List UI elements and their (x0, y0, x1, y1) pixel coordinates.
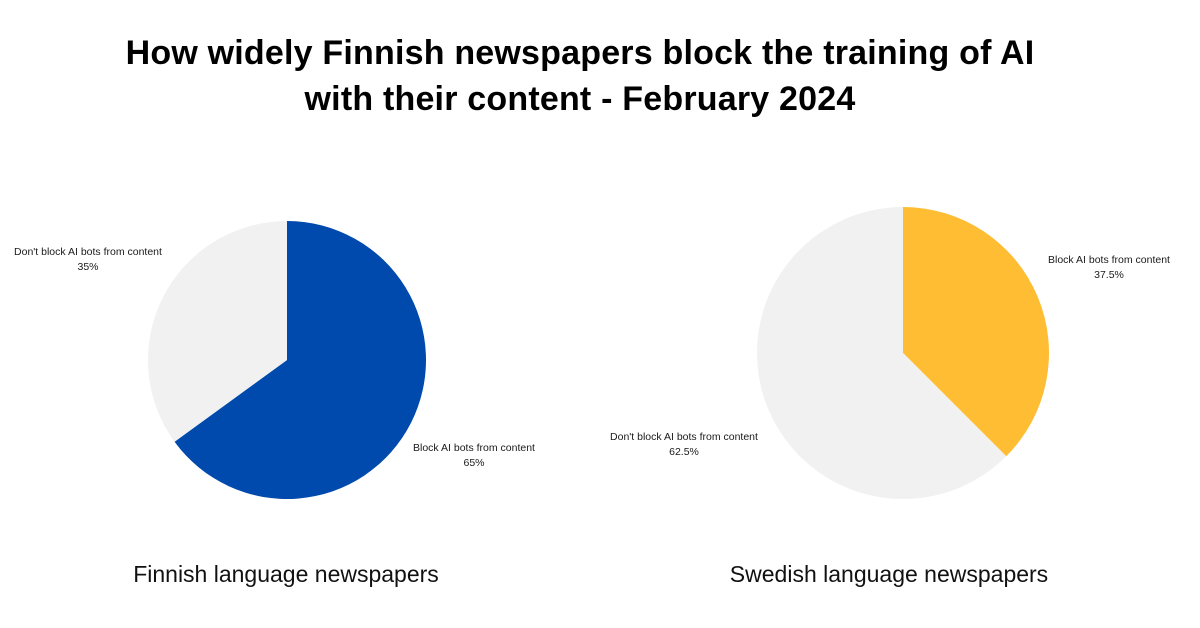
slice-label-dont-block: Don't block AI bots from content (610, 431, 758, 443)
pie-chart-2: Block AI bots from content 37.5% Don't blo… (610, 206, 1170, 587)
chart-caption: Finnish language newspapers (133, 561, 439, 587)
chart-caption: Swedish language newspapers (730, 561, 1048, 587)
chart-title: How widely Finnish newspapers block the … (0, 30, 1160, 122)
slice-label-block: Block AI bots from content (1048, 254, 1170, 266)
slice-value-block: 37.5% (1094, 269, 1124, 281)
chart-title-line-2: with their content - February 2024 (304, 80, 856, 118)
slice-label-block: Block AI bots from content (413, 442, 535, 454)
pie-slice-dont-block (148, 221, 287, 442)
pie-slice-dont-block (757, 207, 1007, 499)
slice-value-dont-block: 62.5% (669, 446, 699, 458)
pie-slice-block (174, 221, 427, 499)
pie-slice-block (903, 206, 1050, 457)
slice-value-block: 65% (463, 457, 484, 469)
pie-chart-1: Block AI bots from content 65% Don't block… (14, 221, 535, 587)
slice-label-dont-block: Don't block AI bots from content (14, 246, 162, 258)
slice-value-dont-block: 35% (77, 261, 98, 273)
chart-title-line-1: How widely Finnish newspapers block the … (125, 34, 1035, 72)
